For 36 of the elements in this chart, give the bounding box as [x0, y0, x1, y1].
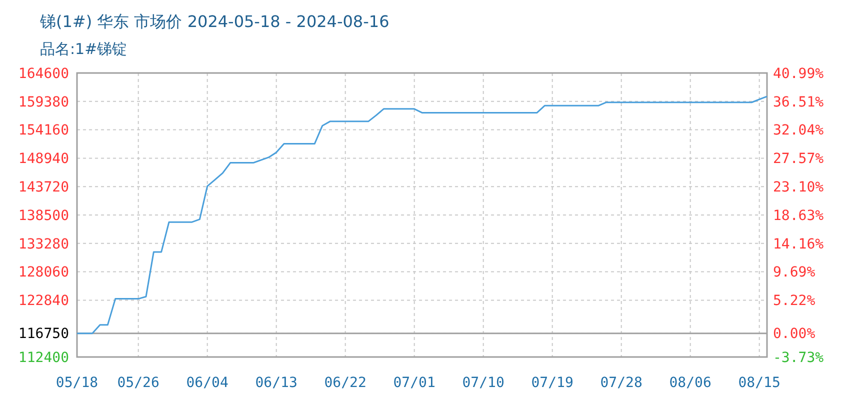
x-tick-label: 08/06: [669, 375, 712, 391]
y2-tick-label: 0.00%: [773, 326, 816, 342]
y-tick-label: 148940: [18, 151, 69, 168]
line-series: [76, 96, 768, 334]
x-tick-label: 07/19: [531, 375, 574, 391]
x-tick-label: 08/15: [738, 375, 780, 391]
x-tick-label: 07/10: [462, 375, 504, 391]
y-tick-label: 122840: [18, 293, 69, 310]
y2-tick-label: 40.99%: [773, 66, 824, 82]
y2-tick-label: 18.63%: [773, 208, 824, 224]
chart-title: 锑(1#) 华东 市场价 2024-05-18 - 2024-08-16: [39, 12, 390, 31]
y-tick-label: 159380: [18, 94, 69, 110]
y2-tick-label: 23.10%: [773, 180, 824, 196]
x-tick-label: 07/28: [600, 375, 642, 391]
y2-tick-label: 27.57%: [773, 151, 824, 168]
y-tick-label: 154160: [18, 122, 69, 139]
y2-tick-label: -3.73%: [773, 350, 824, 366]
y-tick-label: 143720: [18, 180, 69, 196]
y2-tick-label: 36.51%: [773, 94, 824, 110]
y2-tick-label: 9.69%: [773, 264, 816, 281]
x-tick-label: 06/04: [186, 375, 228, 391]
y2-tick-label: 14.16%: [773, 236, 824, 252]
y-tick-label: 164600: [18, 66, 69, 82]
y-tick-label: 128060: [18, 264, 69, 281]
y2-tick-label: 32.04%: [773, 122, 824, 139]
y-tick-label: 116750: [18, 326, 69, 342]
x-tick-label: 07/01: [393, 375, 436, 391]
x-tick-label: 05/26: [117, 375, 160, 391]
x-tick-label: 06/22: [324, 375, 366, 391]
chart-subtitle: 品名:1#锑锭: [40, 40, 128, 58]
y-tick-label: 112400: [18, 350, 69, 366]
y2-tick-label: 5.22%: [773, 293, 816, 310]
y-tick-label: 138500: [18, 208, 69, 224]
x-tick-label: 06/13: [255, 375, 298, 391]
x-tick-label: 05/18: [56, 375, 98, 391]
y-tick-label: 133280: [18, 236, 69, 252]
